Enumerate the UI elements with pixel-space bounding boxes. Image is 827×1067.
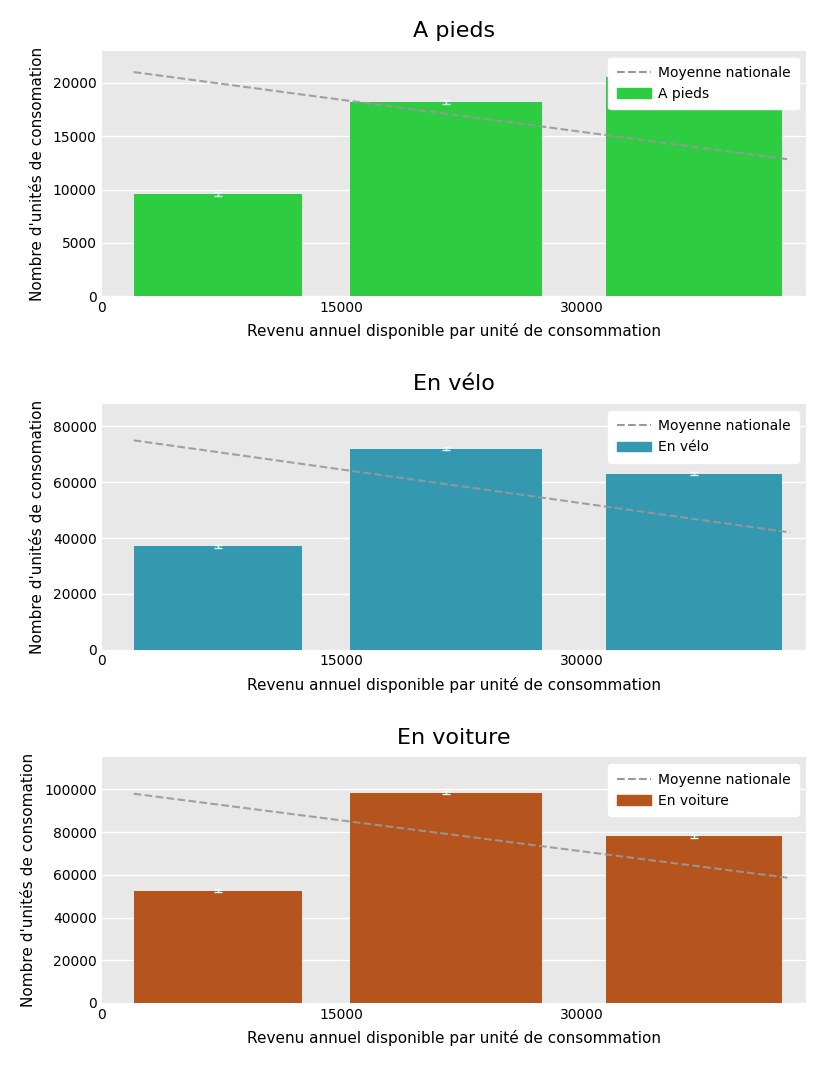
X-axis label: Revenu annuel disponible par unité de consommation: Revenu annuel disponible par unité de co… <box>247 676 661 692</box>
Bar <box>134 194 302 297</box>
Bar <box>606 474 782 650</box>
Legend: Moyenne nationale, En voiture: Moyenne nationale, En voiture <box>609 764 799 816</box>
Y-axis label: Nombre d'unités de consomation: Nombre d'unités de consomation <box>30 47 45 301</box>
X-axis label: Revenu annuel disponible par unité de consommation: Revenu annuel disponible par unité de co… <box>247 323 661 339</box>
X-axis label: Revenu annuel disponible par unité de consommation: Revenu annuel disponible par unité de co… <box>247 1030 661 1046</box>
Title: A pieds: A pieds <box>413 21 495 41</box>
Title: En voiture: En voiture <box>397 728 510 748</box>
Y-axis label: Nombre d'unités de consomation: Nombre d'unités de consomation <box>30 400 45 654</box>
Y-axis label: Nombre d'unités de consomation: Nombre d'unités de consomation <box>21 753 36 1007</box>
Legend: Moyenne nationale, A pieds: Moyenne nationale, A pieds <box>609 58 799 109</box>
Bar <box>134 546 302 650</box>
Bar <box>350 102 542 297</box>
Bar <box>606 837 782 1003</box>
Bar <box>350 449 542 650</box>
Bar <box>134 891 302 1003</box>
Title: En vélo: En vélo <box>413 375 495 394</box>
Bar <box>350 793 542 1003</box>
Legend: Moyenne nationale, En vélo: Moyenne nationale, En vélo <box>609 411 799 463</box>
Bar <box>606 78 782 297</box>
